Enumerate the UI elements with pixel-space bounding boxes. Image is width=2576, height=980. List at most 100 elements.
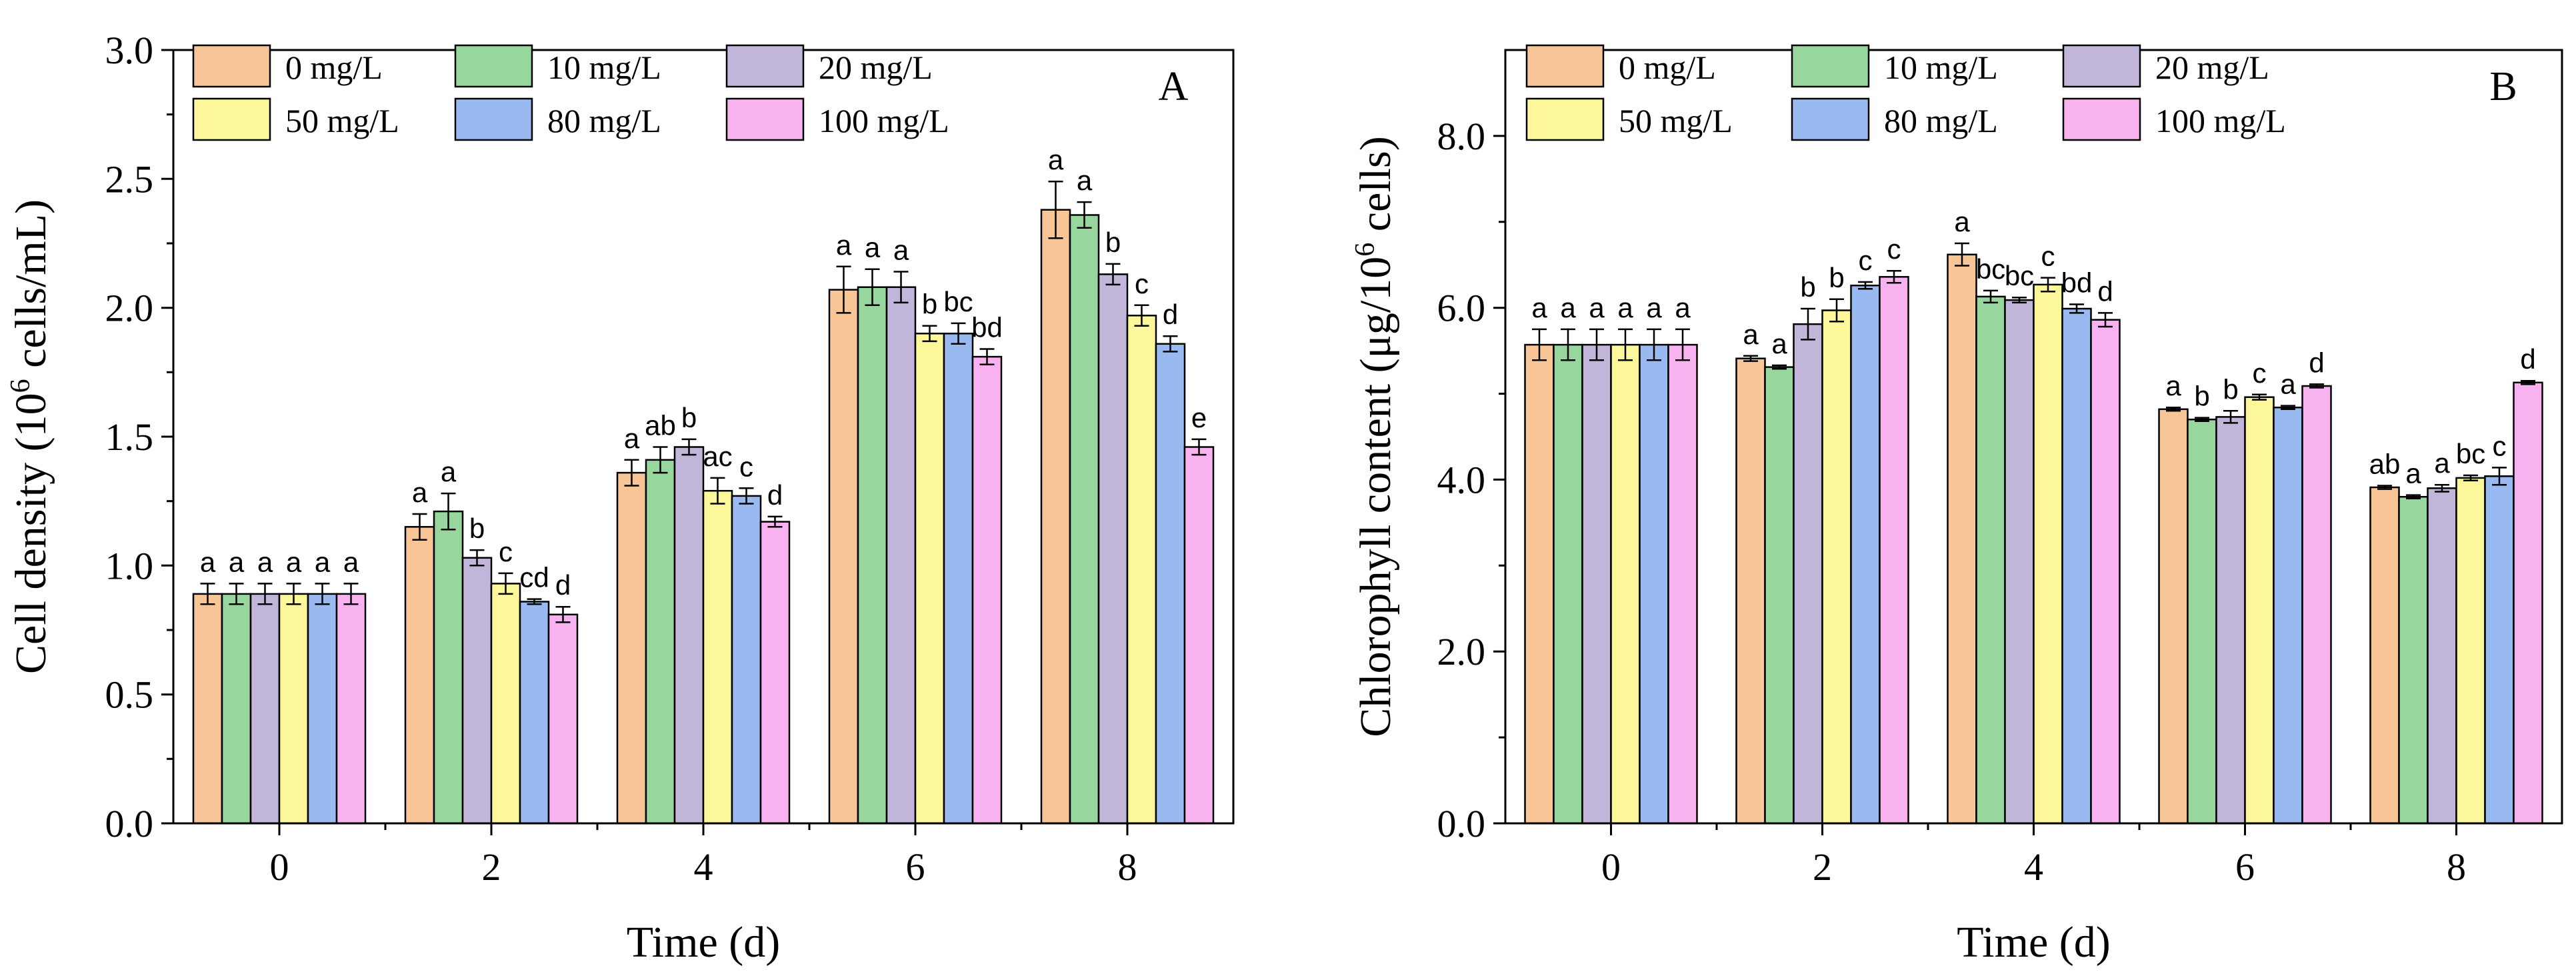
bar [731, 495, 762, 825]
y-axis-label-superscript: 6 [5, 379, 36, 393]
bar [1126, 315, 1157, 825]
bar [1879, 276, 1909, 825]
y-tick-label: 0.0 [105, 802, 154, 845]
legend-swatch [725, 97, 805, 141]
x-axis-label: Time (d) [1957, 918, 2110, 967]
significance-letter: b [1105, 227, 1121, 258]
bar [404, 526, 435, 825]
significance-letter: c [739, 451, 753, 482]
panel-label: B [2489, 64, 2517, 109]
x-tick-label: 8 [1118, 845, 1137, 889]
bar [278, 593, 309, 825]
y-tick-label: 2.0 [1437, 630, 1486, 673]
legend-swatch [192, 97, 271, 141]
bar [2090, 319, 2121, 825]
y-axis-label-part: Cell density (10 [7, 393, 55, 674]
bar [433, 510, 464, 825]
bar [1097, 273, 1129, 825]
bar [971, 355, 1003, 825]
y-axis-label: Chlorophyll content (μg/106 cells) [1350, 136, 1400, 737]
legend-label: 10 mg/L [547, 49, 661, 86]
bar [2484, 475, 2515, 825]
bar [702, 489, 733, 825]
bar [1155, 343, 1186, 825]
significance-letter: a [2280, 369, 2296, 400]
significance-letter: a [200, 546, 216, 577]
y-axis-label-superscript: 6 [1350, 243, 1381, 257]
significance-letter: a [286, 546, 302, 577]
y-tick-label: 3.0 [105, 29, 154, 72]
bar [1639, 343, 1669, 825]
significance-letter: a [1589, 292, 1605, 323]
significance-letter: a [893, 235, 909, 266]
significance-letter: a [1646, 292, 1662, 323]
significance-letter: ab [645, 410, 676, 441]
bar [1735, 357, 1766, 825]
bar [2004, 299, 2035, 825]
significance-letter: cd [519, 562, 549, 593]
bar [249, 593, 281, 825]
x-tick-label: 4 [2024, 845, 2043, 889]
bar [335, 593, 367, 825]
x-tick-label: 2 [1813, 845, 1832, 889]
significance-letter: a [2165, 370, 2181, 401]
y-tick-label: 8.0 [1437, 115, 1486, 158]
x-tick-label: 2 [482, 845, 501, 889]
significance-letter: a [1617, 292, 1633, 323]
y-axis-label-part: cells/mL) [7, 199, 55, 379]
legend-swatch [192, 44, 271, 88]
significance-letter: c [1135, 268, 1149, 299]
legend-label: 80 mg/L [547, 102, 661, 139]
significance-letter: c [2253, 357, 2267, 389]
bar [885, 286, 917, 825]
y-tick-label: 4.0 [1437, 458, 1486, 501]
bar [2301, 385, 2332, 825]
y-tick-label: 2.5 [105, 157, 154, 201]
significance-letter: b [2194, 381, 2209, 412]
legend-swatch [1525, 97, 1605, 141]
bar [2513, 381, 2543, 825]
x-tick-label: 4 [694, 845, 713, 889]
significance-letter: ac [703, 441, 732, 472]
significance-letter: d [1163, 299, 1178, 330]
significance-letter: a [836, 229, 852, 261]
bar [828, 289, 859, 825]
significance-letter: a [1675, 292, 1691, 323]
significance-letter: d [2097, 275, 2113, 307]
bar [1975, 295, 2006, 825]
significance-letter: d [2309, 347, 2324, 378]
bar [616, 471, 647, 825]
significance-letter: a [2434, 447, 2450, 479]
significance-letter: c [2041, 241, 2055, 272]
legend-swatch [2062, 44, 2141, 88]
significance-letter: b [1800, 271, 1815, 303]
significance-letter: b [681, 402, 697, 433]
y-tick-label: 1.5 [105, 415, 154, 459]
significance-letter: a [865, 232, 881, 263]
legend-label: 20 mg/L [819, 49, 933, 86]
significance-letter: a [441, 456, 457, 487]
legend-label: 10 mg/L [1884, 49, 1998, 86]
x-tick-label: 6 [2235, 845, 2255, 889]
bar [519, 601, 550, 825]
bar [2273, 406, 2303, 825]
legend-label: 50 mg/L [285, 102, 399, 139]
bar [1764, 366, 1795, 825]
bar [2187, 418, 2217, 825]
significance-letter: b [922, 289, 937, 320]
bar [1524, 343, 1555, 825]
bar [2398, 495, 2429, 825]
significance-letter: ab [2369, 449, 2401, 480]
significance-letter: e [1191, 402, 1207, 433]
y-tick-label: 2.0 [105, 287, 154, 330]
significance-letter: a [1560, 292, 1576, 323]
bar [307, 593, 338, 825]
bar [1850, 284, 1881, 825]
significance-letter: a [1048, 144, 1064, 175]
legend-label: 100 mg/L [2155, 102, 2286, 139]
legend-swatch [454, 44, 533, 88]
x-tick-label: 0 [1601, 845, 1621, 889]
significance-letter: c [499, 536, 513, 567]
